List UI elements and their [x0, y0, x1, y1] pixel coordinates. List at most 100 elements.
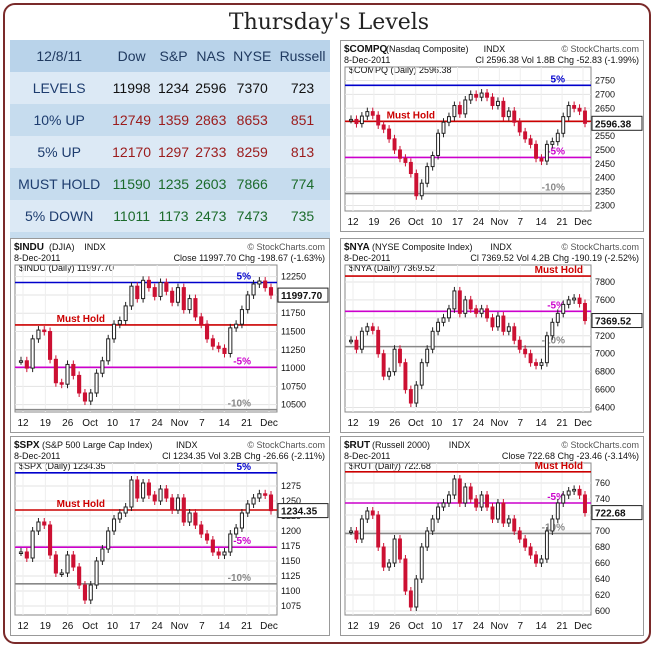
- price-bar: [534, 143, 538, 159]
- last-value-box: [591, 313, 643, 329]
- price-bar: [204, 533, 210, 541]
- price-bar: [534, 554, 538, 564]
- y-tick-label: 11250: [281, 345, 305, 355]
- y-tick-label: 1200: [281, 526, 301, 536]
- price-bar: [354, 339, 359, 350]
- price-bar: [18, 551, 24, 554]
- chart-name: (Russell 2000): [372, 440, 430, 450]
- price-bar: [523, 131, 528, 140]
- y-tick-label: 6600: [595, 385, 615, 395]
- price-bar: [528, 546, 533, 556]
- price-bar: [408, 161, 413, 175]
- price-bar: [181, 287, 186, 311]
- price-bar: [354, 118, 359, 125]
- price-bar: [479, 308, 484, 314]
- y-tick-label: 2750: [595, 76, 615, 86]
- chart-brand: © StockCharts.com: [561, 44, 639, 54]
- y-tick-label: 640: [595, 574, 610, 584]
- price-bar: [501, 315, 506, 332]
- price-bar: [463, 486, 468, 504]
- x-tick-label: Dec: [260, 418, 278, 429]
- chart-exchange: INDX: [449, 440, 471, 450]
- table-cell: 1234: [154, 72, 193, 104]
- price-bar: [181, 497, 186, 523]
- price-bar: [239, 512, 244, 529]
- rut-chart: $RUT (Russell 2000) INDX © StockCharts.com 8…: [340, 436, 644, 636]
- price-bar: [572, 488, 577, 492]
- row-label: MUST HOLD: [10, 168, 109, 200]
- y-tick-label: 1125: [281, 571, 300, 581]
- price-bar: [359, 518, 364, 540]
- price-bar: [36, 329, 41, 340]
- price-bar: [251, 283, 256, 296]
- table-cell: 723: [275, 72, 330, 104]
- price-bar: [398, 348, 402, 364]
- price-bar: [164, 488, 169, 499]
- price-bar: [359, 330, 364, 350]
- price-bar: [425, 348, 430, 364]
- level-label: Must Hold: [535, 461, 583, 472]
- y-tick-label: 6400: [595, 403, 615, 413]
- price-bar: [349, 118, 353, 122]
- price-bar: [550, 321, 555, 337]
- price-bar: [544, 335, 549, 364]
- price-bar: [583, 494, 587, 514]
- last-value-label: 11997.70: [281, 291, 323, 302]
- price-bar: [577, 488, 582, 496]
- price-bar: [408, 389, 413, 404]
- price-bar: [506, 326, 511, 332]
- x-tick-label: 17: [129, 621, 141, 632]
- y-tick-label: 2450: [595, 159, 615, 169]
- level-label: -5%: [233, 356, 251, 367]
- chart-stats: Close 722.68 Chg -23.46 (-3.14%): [502, 451, 639, 461]
- x-tick-label: 21: [241, 418, 253, 429]
- price-bar: [572, 105, 577, 109]
- x-tick-label: 14: [536, 621, 548, 632]
- table-cell: 1297: [154, 136, 193, 168]
- price-bar: [555, 312, 560, 323]
- y-tick-label: 2400: [595, 173, 615, 183]
- price-bar: [577, 297, 582, 304]
- price-bar: [485, 494, 490, 508]
- chart-legend: $COMPQ (Daily) 2596.38: [349, 65, 452, 75]
- x-tick-label: 19: [40, 418, 52, 429]
- x-tick-label: 10: [107, 418, 119, 429]
- price-bar: [82, 584, 88, 601]
- last-value-label: 2596.38: [595, 119, 632, 130]
- level-label: -5%: [547, 146, 565, 157]
- x-tick-label: 7: [199, 621, 205, 632]
- price-bar: [430, 154, 435, 168]
- indu-plot: $INDU (DJIA) INDX © StockCharts.com 8-Dec-20…: [14, 242, 329, 429]
- chart-exchange: INDX: [490, 242, 512, 252]
- y-tick-label: 6800: [595, 367, 615, 377]
- price-bar: [71, 554, 76, 568]
- price-bar: [561, 494, 566, 504]
- price-bar: [528, 138, 533, 145]
- price-bar: [228, 533, 233, 553]
- price-bar: [141, 279, 146, 300]
- level-label: 5%: [237, 462, 252, 473]
- x-tick-label: 10: [107, 621, 119, 632]
- level-label: -10%: [542, 183, 565, 194]
- table-header: Dow: [108, 40, 155, 72]
- price-bar: [419, 362, 424, 386]
- x-tick-label: 12: [347, 418, 359, 429]
- price-bar: [187, 512, 192, 523]
- price-bar: [468, 299, 473, 310]
- table-cell: 2473: [192, 200, 230, 232]
- x-tick-label: 17: [452, 418, 464, 429]
- level-label: 5%: [551, 74, 566, 85]
- price-bar: [88, 392, 93, 402]
- y-tick-label: 700: [595, 526, 610, 536]
- price-bar: [430, 330, 435, 350]
- price-bar: [555, 132, 560, 143]
- spx-plot: $SPX (S&P 500 Large Cap Index) INDX © Stock…: [14, 440, 329, 632]
- price-bar: [550, 141, 555, 145]
- x-tick-label: 21: [241, 621, 253, 632]
- price-bar: [257, 280, 262, 285]
- y-tick-label: 760: [595, 478, 610, 488]
- price-bar: [59, 572, 64, 575]
- price-bar: [170, 497, 175, 511]
- x-tick-label: 26: [62, 621, 74, 632]
- chart-stats: Cl 1234.35 Vol 3.2B Chg -26.66 (-2.11%): [162, 451, 325, 461]
